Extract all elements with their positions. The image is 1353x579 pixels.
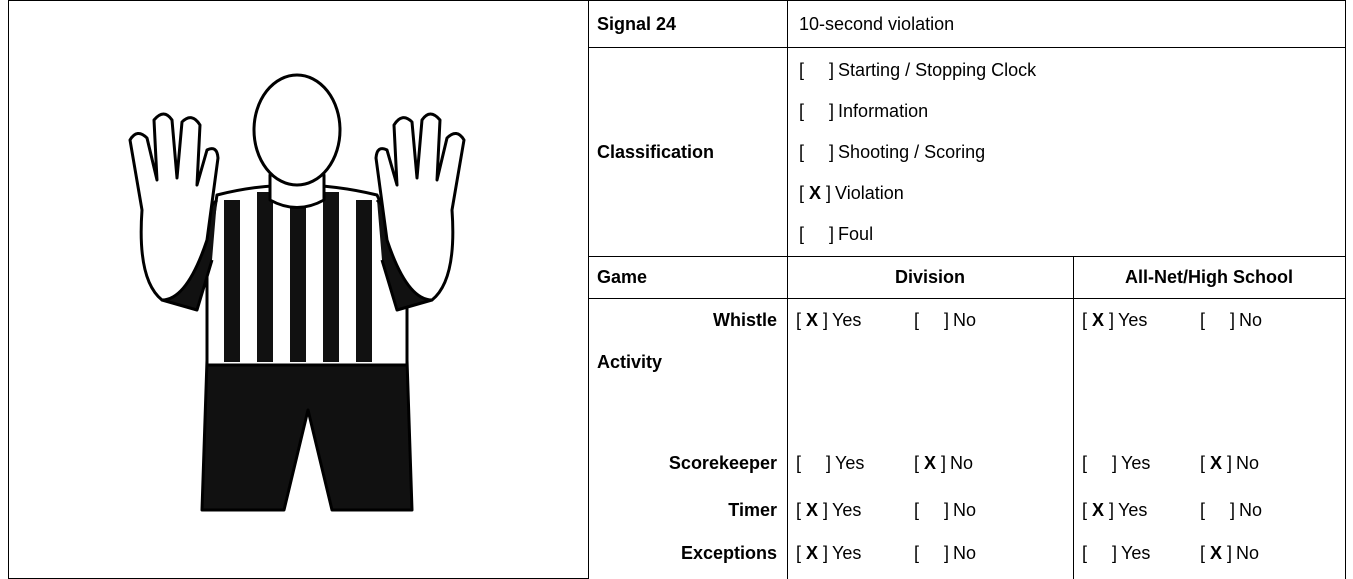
checkbox-option: [ ] Yes [796,452,864,474]
checkbox: [ ] [914,543,950,563]
option-label: Yes [832,543,862,563]
border-line [1345,0,1346,579]
checkbox-option: [ X ] Yes [796,542,861,564]
checkbox-option: [ ] Foul [799,223,873,245]
checkbox: [ X ] [914,453,947,473]
option-label: No [1239,500,1263,520]
option-label: No [953,543,977,563]
option-label: No [953,500,977,520]
checkbox-option: [ ] No [914,542,976,564]
game-label: Game [597,267,648,287]
checkbox-option: [ X ] Violation [799,182,904,204]
checkbox-option: [ X ] Yes [796,499,861,521]
checkbox-option: [ X ] Yes [1082,499,1147,521]
checkbox: [ ] [796,453,832,473]
option-label: Yes [1121,543,1151,563]
column-header: Division [894,267,966,287]
classification-label: Classification [597,142,715,162]
signal-label: Signal 24 [597,14,677,34]
option-label: Yes [832,310,862,330]
checkbox: [ ] [799,142,835,162]
checkbox: [ ] [1200,500,1236,520]
row-label: Timer [728,500,777,520]
checkbox-option: [ ] No [914,499,976,521]
checkbox-option: [ X ] No [1200,452,1259,474]
checkbox: [ X ] [796,543,829,563]
border-line [588,298,1345,299]
checkbox: [ X ] [796,310,829,330]
option-label: Yes [832,500,862,520]
checkbox-option: [ ] Information [799,100,928,122]
row-label: Exceptions [680,543,777,563]
border-line [8,0,1345,1]
row-label: Whistle [712,310,777,330]
check-mark: X [809,183,822,203]
checkbox: [ ] [1082,453,1118,473]
column-header: All-Net/High School [1125,267,1293,287]
checkbox: [ X ] [1200,453,1233,473]
signal-name: 10-second violation [799,14,955,34]
option-label: Foul [838,224,874,244]
option-label: No [1236,543,1260,563]
option-label: Information [838,101,929,121]
checkbox: [ ] [1082,543,1118,563]
checkbox-option: [ ] Shooting / Scoring [799,141,985,163]
check-mark: X [1210,543,1223,563]
border-line [787,0,788,579]
referee-illustration [128,73,466,512]
checkbox-option: [ ] Yes [1082,542,1150,564]
option-label: Yes [1121,453,1151,473]
checkbox: [ X ] [799,183,832,203]
checkbox-option: [ ] No [914,309,976,331]
row-label: Activity [597,352,663,372]
option-label: Yes [1118,310,1148,330]
check-mark: X [924,453,937,473]
border-line [8,0,9,579]
option-label: No [1239,310,1263,330]
checkbox: [ ] [799,224,835,244]
checkbox-option: [ X ] Yes [1082,309,1147,331]
option-label: No [950,453,974,473]
check-mark: X [1092,500,1105,520]
check-mark: X [1092,310,1105,330]
checkbox: [ X ] [796,500,829,520]
checkbox: [ ] [914,500,950,520]
row-label: Scorekeeper [668,453,777,473]
checkbox-option: [ ] No [1200,309,1262,331]
check-mark: X [806,543,819,563]
check-mark: X [806,500,819,520]
checkbox-option: [ X ] No [914,452,973,474]
checkbox-option: [ X ] No [1200,542,1259,564]
option-label: Yes [835,453,865,473]
checkbox-option: [ ] Starting / Stopping Clock [799,59,1036,81]
check-mark: X [806,310,819,330]
border-line [588,0,589,579]
checkbox-option: [ X ] Yes [796,309,861,331]
checkbox: [ ] [799,60,835,80]
border-line [1073,256,1074,579]
option-label: No [1236,453,1260,473]
checkbox-option: [ ] No [1200,499,1262,521]
checkbox: [ X ] [1200,543,1233,563]
checkbox: [ ] [1200,310,1236,330]
checkbox-option: [ ] Yes [1082,452,1150,474]
option-label: Violation [835,183,904,203]
option-label: Shooting / Scoring [838,142,986,162]
checkbox: [ ] [799,101,835,121]
check-mark: X [1210,453,1223,473]
checkbox: [ ] [914,310,950,330]
option-label: Yes [1118,500,1148,520]
option-label: No [953,310,977,330]
option-label: Starting / Stopping Clock [838,60,1037,80]
checkbox: [ X ] [1082,500,1115,520]
border-line [588,47,1345,48]
checkbox: [ X ] [1082,310,1115,330]
border-line [588,256,1345,257]
